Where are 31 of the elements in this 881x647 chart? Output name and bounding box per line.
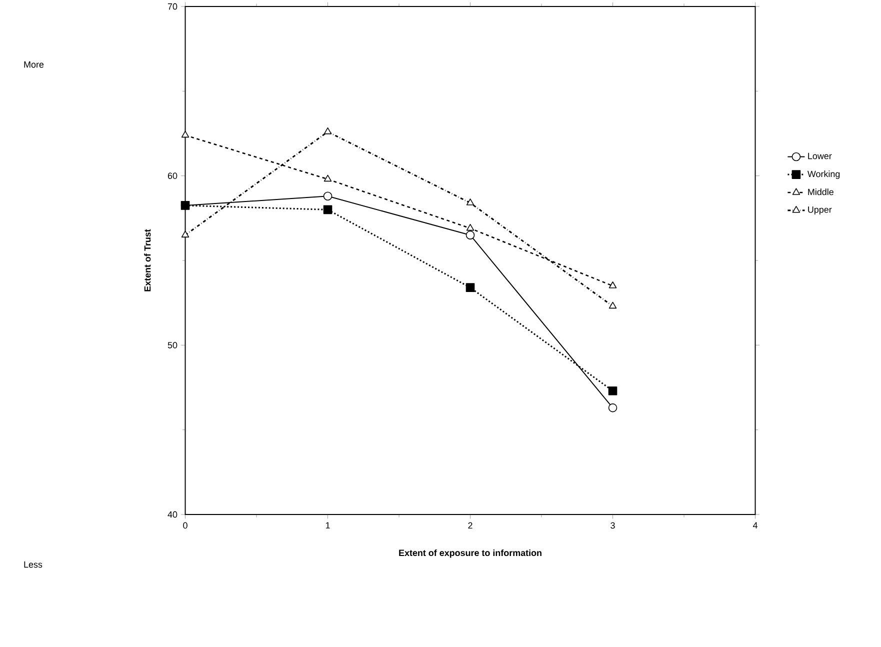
point [324, 175, 332, 182]
point [466, 283, 475, 292]
point [466, 224, 474, 231]
x-tick-label: 0 [183, 522, 188, 529]
text: Less [24, 562, 42, 568]
point [466, 230, 475, 240]
point [608, 404, 618, 412]
point [323, 192, 332, 201]
x-tick-label: 3 [610, 522, 615, 529]
y-tick-label: 70 [168, 4, 178, 10]
y-tick-label: 50 [168, 342, 178, 349]
point [181, 130, 190, 138]
point [608, 282, 617, 288]
y-tick-label: 40 [168, 512, 178, 518]
point [324, 128, 332, 134]
x-tick-label: 4 [752, 522, 758, 529]
y-axis-title: Extent of Trust [144, 229, 151, 292]
x-tick-label: 2 [468, 522, 472, 529]
point [608, 386, 618, 396]
x-axis-title: Extent of exposure to information [399, 550, 542, 558]
legend-label: Upper [808, 206, 832, 215]
legend-label: Middle [808, 188, 834, 196]
legend-label: Lower [808, 153, 832, 160]
point [608, 302, 617, 309]
point [466, 198, 474, 206]
point [323, 206, 332, 214]
point [181, 230, 190, 238]
y-tick-label: 60 [168, 172, 178, 180]
text: More [24, 62, 44, 68]
x-tick-label: 1 [326, 522, 330, 529]
legend-label: Working [807, 170, 840, 180]
